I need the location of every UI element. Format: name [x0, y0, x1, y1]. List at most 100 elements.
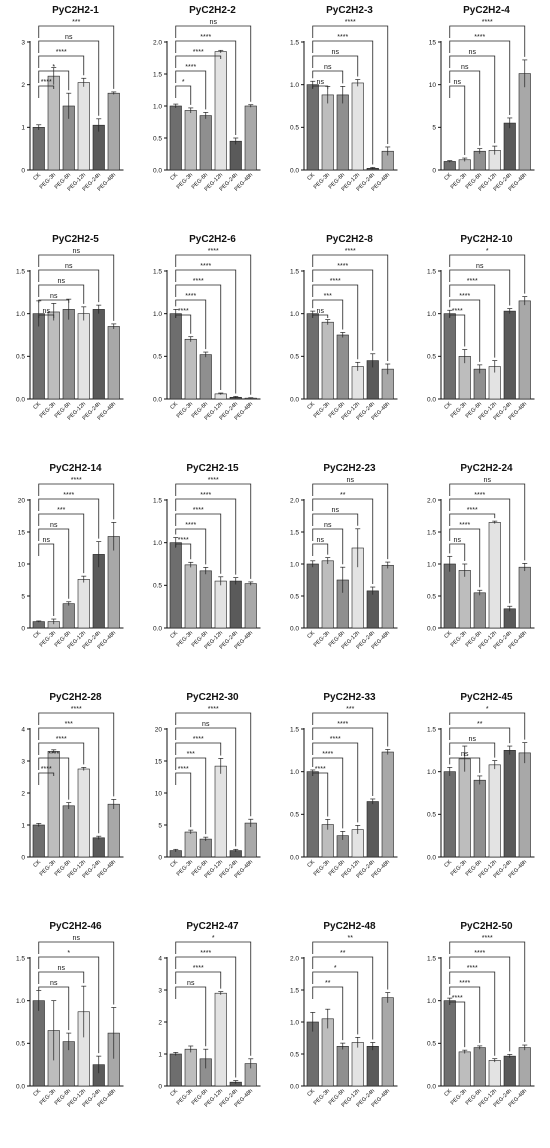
significance-label: ns	[347, 477, 355, 484]
y-tick-label: 0.5	[290, 354, 299, 361]
y-tick-label: 0.5	[153, 135, 162, 142]
significance-bracket	[38, 941, 115, 1005]
significance-label: ns	[317, 537, 325, 544]
significance-label: ****	[178, 766, 189, 773]
significance-bracket	[38, 543, 55, 617]
significance-label: **	[348, 935, 354, 942]
significance-label: ns	[73, 248, 81, 255]
significance-bracket	[449, 513, 496, 526]
significance-bracket	[175, 986, 207, 1047]
y-tick-label: 1	[158, 1051, 162, 1058]
bar	[169, 313, 182, 400]
significance-label: ****	[452, 308, 463, 315]
y-tick-label: 0.5	[427, 1041, 436, 1048]
significance-label: ****	[467, 965, 478, 972]
bar	[366, 1046, 379, 1087]
significance-bracket	[312, 254, 389, 362]
significance-bracket	[312, 727, 374, 796]
significance-label: ****	[474, 492, 485, 499]
significance-bracket	[449, 40, 511, 115]
significance-bracket	[312, 543, 329, 556]
significance-bracket	[175, 772, 192, 828]
y-tick-label: 1.0	[290, 82, 299, 89]
significance-bracket	[312, 528, 344, 565]
bar	[184, 110, 197, 171]
bar	[306, 771, 319, 858]
bar	[518, 1047, 531, 1087]
significance-bracket	[175, 956, 237, 1078]
bar	[518, 73, 531, 171]
significance-bracket	[38, 956, 100, 1054]
bar	[336, 334, 349, 400]
panel: PyC2H2-20.00.51.01.52.0CKPEG-3hPEG-6hPEG…	[153, 5, 261, 193]
panel-title: PyC2H2-50	[460, 921, 513, 932]
panel-title: PyC2H2-24	[460, 463, 513, 474]
y-tick-label: 0.0	[153, 396, 162, 403]
significance-label: ****	[71, 477, 82, 484]
y-tick-label: 1.5	[153, 71, 162, 78]
significance-label: ns	[454, 79, 462, 86]
y-tick-label: 0.5	[427, 812, 436, 819]
significance-label: ****	[200, 263, 211, 270]
bar	[488, 764, 501, 858]
significance-bracket	[312, 986, 344, 1041]
significance-bracket	[38, 528, 70, 599]
significance-label: ***	[324, 293, 332, 300]
y-tick-label: 0	[21, 854, 25, 861]
significance-bracket	[449, 314, 466, 347]
significance-bracket	[449, 498, 511, 604]
bar	[169, 1053, 182, 1087]
significance-label: ****	[193, 507, 204, 514]
significance-label: ****	[459, 980, 470, 987]
category-label: CK	[32, 172, 42, 182]
category-label: CK	[32, 630, 42, 640]
category-label: CK	[169, 172, 179, 182]
significance-bracket	[449, 299, 481, 362]
panel-title: PyC2H2-4	[463, 5, 510, 16]
significance-label: *	[52, 64, 55, 71]
bar	[306, 84, 319, 171]
panel: PyC2H2-10123CKPEG-3hPEG-6hPEG-12hPEG-24h…	[21, 5, 124, 193]
y-tick-label: 20	[18, 497, 26, 504]
significance-label: ****	[178, 308, 189, 315]
significance-bracket	[312, 40, 374, 165]
bar	[321, 321, 334, 400]
panel-title: PyC2H2-8	[326, 234, 373, 245]
category-label: CK	[169, 630, 179, 640]
category-label: CK	[443, 630, 453, 640]
y-tick-label: 0	[21, 167, 25, 174]
y-tick-label: 1.0	[290, 769, 299, 776]
significance-label: **	[477, 721, 483, 728]
bar	[321, 94, 334, 171]
panel-title: PyC2H2-3	[326, 5, 373, 16]
y-tick-label: 1.5	[16, 955, 25, 962]
significance-label: ns	[65, 263, 73, 270]
significance-bracket	[38, 40, 100, 116]
significance-label: ns	[43, 537, 51, 544]
significance-label: ****	[467, 278, 478, 285]
panel: PyC2H2-330.00.51.01.5CKPEG-3hPEG-6hPEG-1…	[290, 692, 398, 880]
significance-bracket	[449, 712, 526, 740]
bar	[443, 771, 456, 858]
significance-label: ns	[187, 980, 195, 987]
significance-label: ns	[202, 721, 210, 728]
significance-label: ****	[63, 492, 74, 499]
significance-bracket	[38, 254, 115, 321]
bar	[199, 354, 212, 400]
y-tick-label: 0.0	[427, 625, 436, 632]
significance-bracket	[312, 971, 359, 1035]
y-tick-label: 4	[158, 955, 162, 962]
y-tick-label: 3	[158, 987, 162, 994]
y-tick-label: 0.5	[290, 125, 299, 132]
significance-label: ****	[482, 19, 493, 26]
y-tick-label: 2.0	[290, 955, 299, 962]
y-tick-label: 15	[155, 758, 163, 765]
significance-label: ***	[346, 706, 354, 713]
panel: PyC2H2-4051015CKPEG-3hPEG-6hPEG-12hPEG-2…	[429, 5, 535, 193]
bar	[244, 105, 257, 171]
y-tick-label: 0	[158, 1083, 162, 1090]
y-tick-label: 1.5	[427, 268, 436, 275]
y-tick-label: 3	[21, 39, 25, 46]
significance-label: **	[340, 492, 346, 499]
